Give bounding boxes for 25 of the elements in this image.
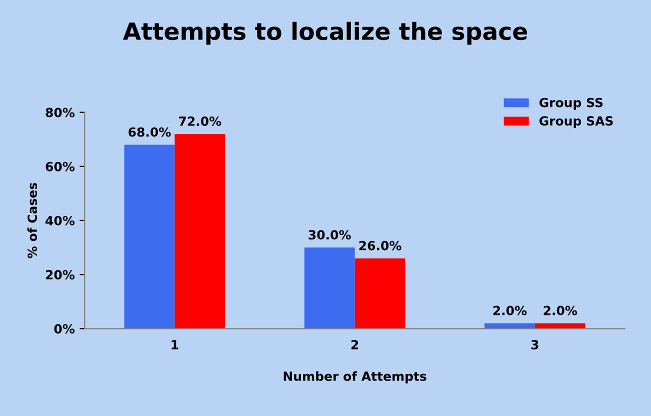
x-tick-label: 1 [172,340,178,350]
x-tick-label: 3 [531,340,538,350]
y-tick-label: 80% [46,108,75,118]
y-tick-label: 0% [54,324,75,334]
bar [484,323,535,329]
bar [354,258,406,329]
data-label: 2.0% [493,306,527,316]
data-label: 2.0% [544,306,578,316]
bar [124,144,175,329]
y-tick-label: 40% [46,216,75,226]
data-label: 26.0% [359,240,402,250]
legend-label: Group SS [539,98,603,110]
data-label: 30.0% [308,230,351,240]
x-tick-label: 2 [351,340,358,350]
bar [174,134,226,329]
x-axis-title: Number of Attempts [284,371,426,384]
chart-title: Attempts to localize the space [122,22,527,45]
legend-label: Group SAS [539,116,613,128]
bar [304,248,355,329]
data-label: 68.0% [128,127,171,137]
bar [534,323,586,329]
y-axis-title: % of Cases [27,182,38,258]
y-tick-label: 60% [46,162,75,172]
y-tick-label: 20% [46,270,75,280]
data-label: 72.0% [179,116,222,126]
